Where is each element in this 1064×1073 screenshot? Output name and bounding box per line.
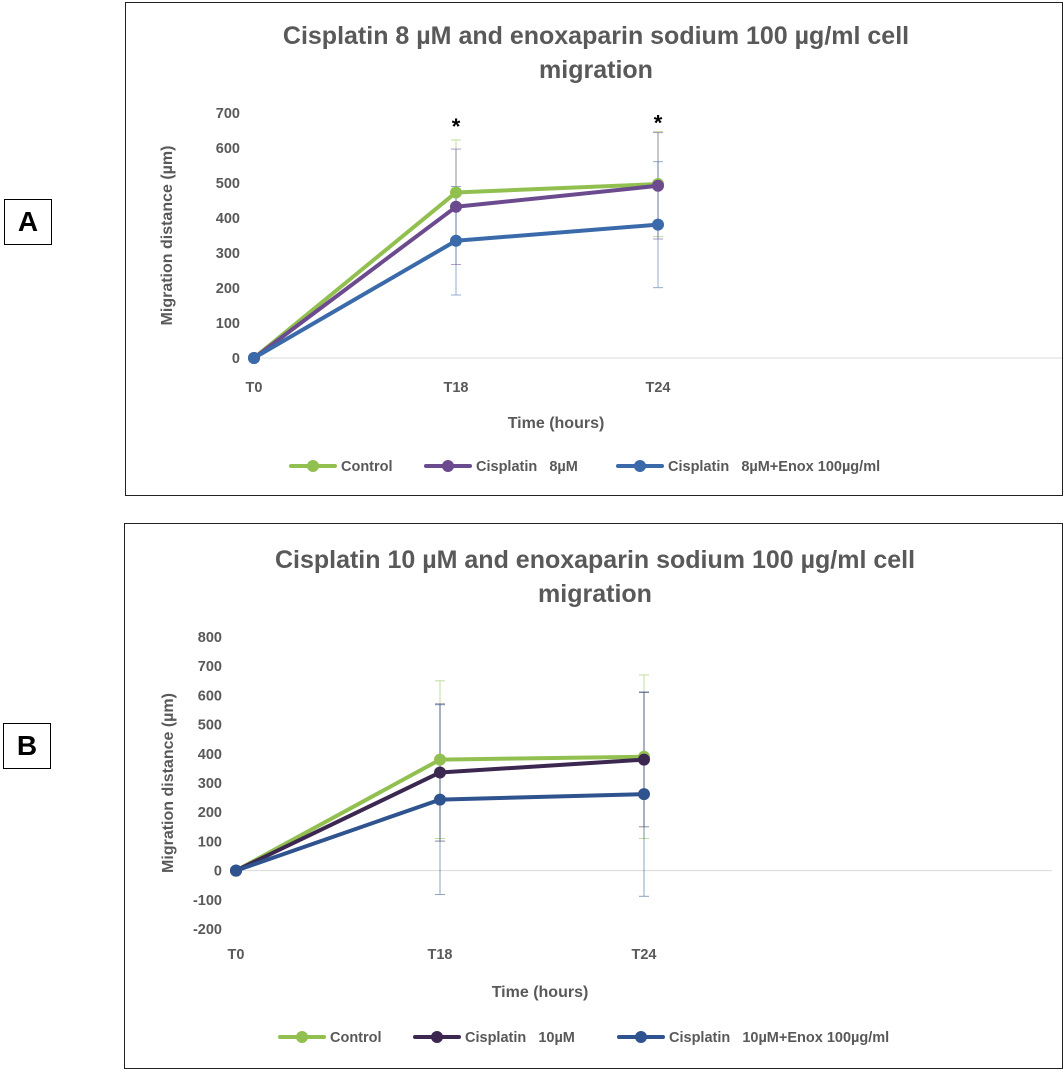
legend-marker bbox=[634, 460, 646, 472]
y-tick-label: 100 bbox=[198, 834, 222, 850]
x-tick-label: T24 bbox=[646, 380, 671, 396]
y-tick-label: 200 bbox=[216, 281, 240, 297]
y-tick-label: 600 bbox=[216, 141, 240, 157]
panel-label-a: A bbox=[4, 199, 52, 245]
y-tick-label: 100 bbox=[216, 316, 240, 332]
y-tick-label: 800 bbox=[198, 630, 222, 646]
panel-label-b: B bbox=[3, 723, 51, 769]
data-point bbox=[450, 234, 462, 247]
data-point bbox=[450, 200, 462, 213]
chart-panel-b: Cisplatin 10 µM and enoxaparin sodium 10… bbox=[124, 523, 1063, 1069]
legend-marker bbox=[442, 460, 454, 472]
x-tick-label: T0 bbox=[246, 380, 263, 396]
x-tick-label: T18 bbox=[428, 947, 453, 963]
y-tick-label: 700 bbox=[216, 106, 240, 122]
y-axis-title: Migration distance (µm) bbox=[160, 693, 177, 873]
chart-a-svg: Cisplatin 8 µM and enoxaparin sodium 100… bbox=[159, 22, 1062, 475]
y-tick-label: 400 bbox=[198, 747, 222, 763]
x-axis-title: Time (hours) bbox=[508, 415, 605, 432]
data-point bbox=[434, 766, 446, 779]
data-point bbox=[230, 864, 242, 877]
y-tick-label: 300 bbox=[198, 776, 222, 792]
data-point bbox=[638, 788, 650, 801]
y-tick-label: 500 bbox=[198, 718, 222, 734]
significance-marker: * bbox=[452, 114, 461, 139]
y-tick-label: 0 bbox=[232, 351, 240, 367]
legend-marker bbox=[431, 1031, 443, 1043]
x-axis-title: Time (hours) bbox=[492, 984, 589, 1001]
legend-label: Control bbox=[330, 1030, 382, 1046]
y-axis-title: Migration distance (µm) bbox=[159, 146, 176, 326]
legend-label: Control bbox=[341, 459, 393, 475]
y-tick-label: -100 bbox=[193, 893, 222, 909]
x-tick-label: T18 bbox=[444, 380, 469, 396]
chart-title-line: migration bbox=[538, 580, 652, 608]
x-tick-label: T0 bbox=[228, 947, 245, 963]
data-point bbox=[248, 352, 260, 364]
y-tick-label: 200 bbox=[198, 805, 222, 821]
chart-panel-a: Cisplatin 8 µM and enoxaparin sodium 100… bbox=[125, 2, 1063, 496]
significance-marker: * bbox=[654, 111, 663, 136]
legend-label: Cisplatin 8µM+Enox 100µg/ml bbox=[668, 459, 880, 475]
y-tick-label: 400 bbox=[216, 211, 240, 227]
chart-title-line: Cisplatin 8 µM and enoxaparin sodium 100… bbox=[283, 22, 909, 50]
legend-label: Cisplatin 10µM bbox=[465, 1030, 575, 1046]
legend-marker bbox=[307, 460, 319, 472]
y-tick-label: 600 bbox=[198, 688, 222, 704]
y-tick-label: 700 bbox=[198, 659, 222, 675]
x-tick-label: T24 bbox=[632, 947, 657, 963]
legend-marker bbox=[635, 1031, 647, 1043]
chart-title-line: Cisplatin 10 µM and enoxaparin sodium 10… bbox=[275, 546, 915, 574]
data-point bbox=[434, 793, 446, 806]
chart-b-svg: Cisplatin 10 µM and enoxaparin sodium 10… bbox=[160, 546, 1052, 1046]
legend-marker bbox=[296, 1031, 308, 1043]
y-tick-label: 500 bbox=[216, 176, 240, 192]
y-tick-label: 300 bbox=[216, 246, 240, 262]
data-point bbox=[450, 186, 462, 199]
legend-label: Cisplatin 8µM bbox=[476, 459, 578, 475]
chart-title-line: migration bbox=[539, 56, 653, 84]
data-point bbox=[652, 218, 664, 231]
data-point bbox=[652, 179, 664, 192]
data-point bbox=[434, 753, 446, 766]
legend-label: Cisplatin 10µM+Enox 100µg/ml bbox=[669, 1030, 889, 1046]
y-tick-label: 0 bbox=[214, 864, 222, 880]
data-point bbox=[638, 753, 650, 766]
y-tick-label: -200 bbox=[193, 922, 222, 938]
